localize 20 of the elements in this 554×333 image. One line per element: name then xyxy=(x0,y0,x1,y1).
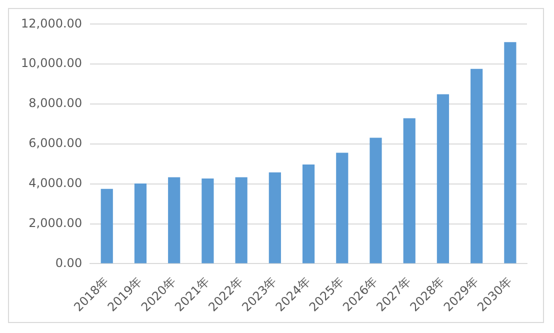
bar xyxy=(134,183,147,264)
y-tick-label: 2,000.00 xyxy=(28,216,82,230)
bar xyxy=(436,94,450,264)
y-tick-label: 8,000.00 xyxy=(28,96,82,110)
bar xyxy=(370,138,382,264)
bar xyxy=(403,118,416,264)
bar xyxy=(336,152,348,264)
bar xyxy=(504,42,516,264)
bar xyxy=(470,68,483,264)
y-tick-label: 4,000.00 xyxy=(28,176,82,190)
y-tick-label: 6,000.00 xyxy=(28,136,82,150)
bar xyxy=(235,177,248,264)
bar xyxy=(202,178,214,264)
bar xyxy=(268,172,281,264)
y-tick-label: 10,000.00 xyxy=(20,56,82,70)
bar xyxy=(100,188,113,264)
y-tick-label: 12,000.00 xyxy=(20,16,82,30)
bar xyxy=(302,164,315,264)
y-tick-label: 0.00 xyxy=(55,256,82,270)
bar xyxy=(168,177,180,264)
